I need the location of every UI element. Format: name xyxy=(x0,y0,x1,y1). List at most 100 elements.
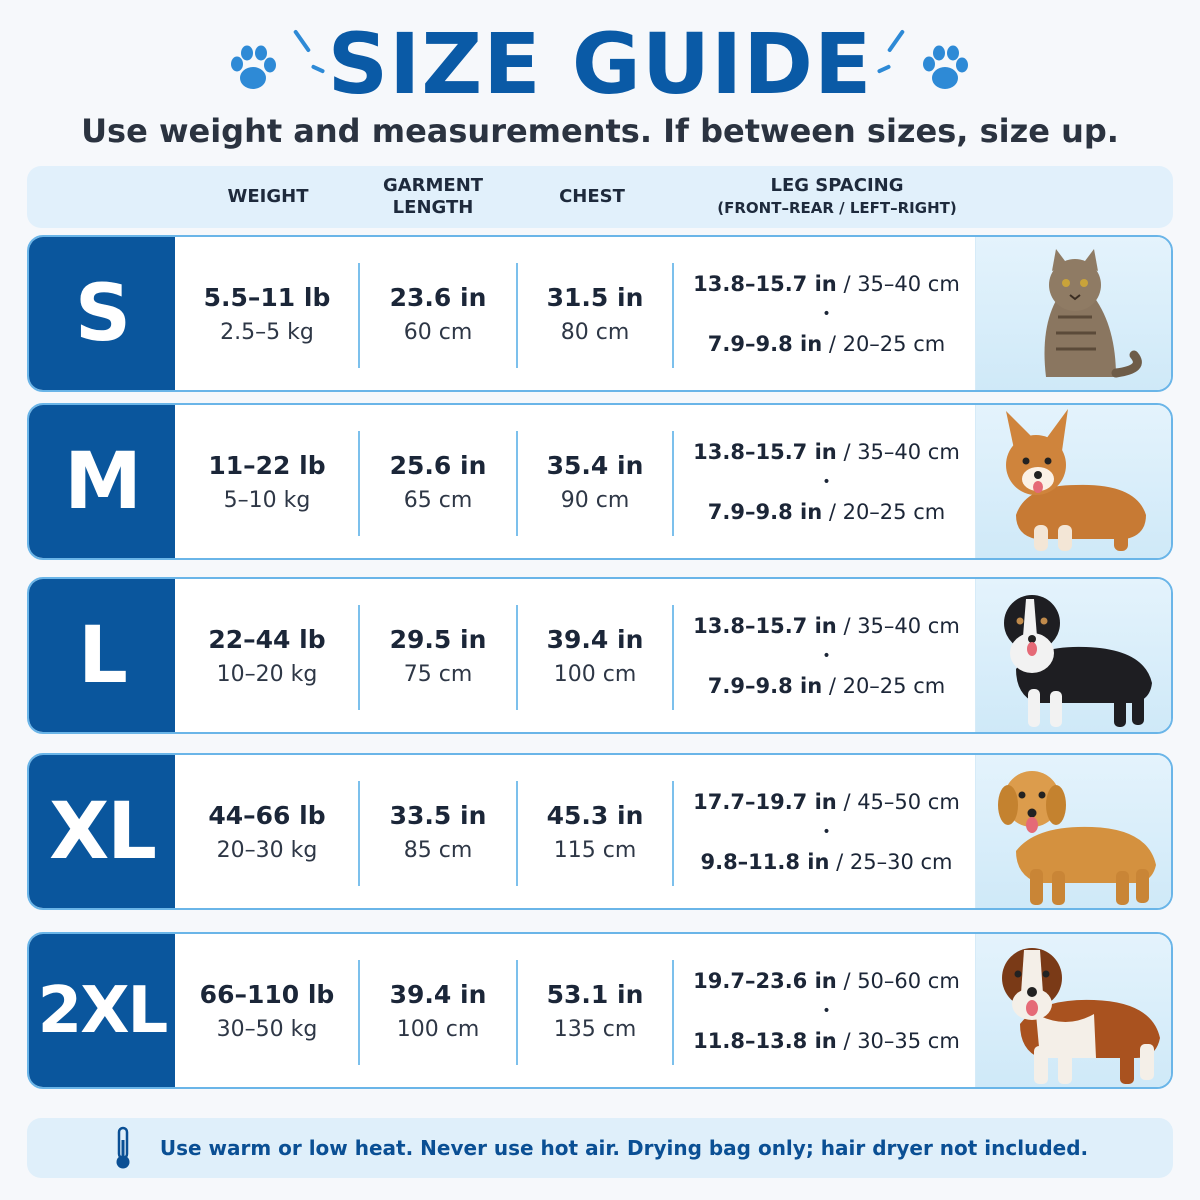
lr-cm: / 20–25 cm xyxy=(822,499,946,524)
fr-in: 13.8–15.7 in xyxy=(693,271,837,296)
chest-cm: 80 cm xyxy=(560,319,630,345)
chest-cell: 39.4 in 100 cm xyxy=(518,579,672,732)
column-divider xyxy=(672,431,674,536)
leg-front-rear: 13.8–15.7 in / 35–40 cm xyxy=(693,437,960,467)
length-cm: 85 cm xyxy=(403,837,473,863)
lr-in: 11.8–13.8 in xyxy=(693,1028,837,1053)
length-in: 25.6 in xyxy=(389,450,487,480)
paw-icon xyxy=(923,45,968,89)
header-chest-label: CHEST xyxy=(559,186,625,207)
size-label: L xyxy=(29,579,175,732)
length-cell: 25.6 in 65 cm xyxy=(360,405,516,558)
weight-lb: 5.5–11 lb xyxy=(203,282,331,312)
leg-spacing-cell: 13.8–15.7 in / 35–40 cm • 7.9–9.8 in / 2… xyxy=(674,579,979,732)
leg-left-right: 7.9–9.8 in / 20–25 cm xyxy=(708,671,945,701)
lr-cm: / 30–35 cm xyxy=(836,1028,960,1053)
weight-lb: 44–66 lb xyxy=(208,800,326,830)
leg-front-rear: 19.7–23.6 in / 50–60 cm xyxy=(693,966,960,996)
leg-left-right: 11.8–13.8 in / 30–35 cm xyxy=(693,1026,960,1056)
column-divider xyxy=(358,781,360,886)
leg-spacing-cell: 13.8–15.7 in / 35–40 cm • 7.9–9.8 in / 2… xyxy=(674,405,979,558)
weight-cell: 44–66 lb 20–30 kg xyxy=(175,755,359,908)
weight-cell: 66–110 lb 30–50 kg xyxy=(175,934,359,1087)
fr-cm: / 35–40 cm xyxy=(836,439,960,464)
leg-bullet: • xyxy=(822,473,831,490)
chest-cm: 100 cm xyxy=(553,661,637,687)
weight-cell: 5.5–11 lb 2.5–5 kg xyxy=(175,237,359,390)
length-in: 23.6 in xyxy=(389,282,487,312)
length-cell: 29.5 in 75 cm xyxy=(360,579,516,732)
header-leg-spacing: LEG SPACING (FRONT–REAR / LEFT–RIGHT) xyxy=(687,166,987,228)
column-divider xyxy=(516,605,518,710)
fr-in: 13.8–15.7 in xyxy=(693,613,837,638)
chest-in: 35.4 in xyxy=(546,450,644,480)
header-garment-line2: LENGTH xyxy=(392,197,474,218)
weight-cell: 11–22 lb 5–10 kg xyxy=(175,405,359,558)
weight-kg: 5–10 kg xyxy=(223,487,311,513)
fr-cm: / 35–40 cm xyxy=(836,613,960,638)
size-label: XL xyxy=(29,755,175,908)
fr-cm: / 45–50 cm xyxy=(836,789,960,814)
column-divider xyxy=(516,960,518,1065)
size-row-m: M 11–22 lb 5–10 kg 25.6 in 65 cm 35.4 in… xyxy=(27,403,1173,560)
chest-in: 53.1 in xyxy=(546,979,644,1009)
header-garment-line1: GARMENT xyxy=(382,175,484,196)
leg-bullet: • xyxy=(822,647,831,664)
leg-left-right: 7.9–9.8 in / 20–25 cm xyxy=(708,497,945,527)
care-note: Use warm or low heat. Never use hot air.… xyxy=(27,1118,1173,1178)
leg-front-rear: 17.7–19.7 in / 45–50 cm xyxy=(693,787,960,817)
chest-cell: 31.5 in 80 cm xyxy=(518,237,672,390)
leg-spacing-cell: 19.7–23.6 in / 50–60 cm • 11.8–13.8 in /… xyxy=(674,934,979,1087)
leg-bullet: • xyxy=(822,1002,831,1019)
saint-bernard-photo xyxy=(975,934,1171,1087)
header-weight-label: WEIGHT xyxy=(227,186,309,207)
leg-front-rear: 13.8–15.7 in / 35–40 cm xyxy=(693,269,960,299)
size-row-xl: XL 44–66 lb 20–30 kg 33.5 in 85 cm 45.3 … xyxy=(27,753,1173,910)
lr-cm: / 25–30 cm xyxy=(829,849,953,874)
fr-in: 13.8–15.7 in xyxy=(693,439,837,464)
leg-spacing-cell: 13.8–15.7 in / 35–40 cm • 7.9–9.8 in / 2… xyxy=(674,237,979,390)
collie-photo xyxy=(975,579,1171,732)
column-divider xyxy=(516,781,518,886)
leg-spacing-cell: 17.7–19.7 in / 45–50 cm • 9.8–11.8 in / … xyxy=(674,755,979,908)
header-chest: CHEST xyxy=(522,166,662,228)
chest-in: 31.5 in xyxy=(546,282,644,312)
weight-kg: 2.5–5 kg xyxy=(220,319,314,345)
lr-in: 7.9–9.8 in xyxy=(707,673,823,698)
length-cm: 60 cm xyxy=(403,319,473,345)
column-divider xyxy=(358,960,360,1065)
weight-kg: 30–50 kg xyxy=(216,1016,318,1042)
length-cm: 100 cm xyxy=(396,1016,480,1042)
lr-cm: / 20–25 cm xyxy=(822,331,946,356)
corgi-photo xyxy=(975,405,1171,558)
cat-photo xyxy=(975,237,1171,390)
size-row-s: S 5.5–11 lb 2.5–5 kg 23.6 in 60 cm 31.5 … xyxy=(27,235,1173,392)
chest-cell: 53.1 in 135 cm xyxy=(518,934,672,1087)
leg-left-right: 9.8–11.8 in / 25–30 cm xyxy=(700,847,952,877)
column-divider xyxy=(358,263,360,368)
chest-in: 39.4 in xyxy=(546,624,644,654)
weight-lb: 11–22 lb xyxy=(208,450,326,480)
length-in: 39.4 in xyxy=(389,979,487,1009)
chest-cell: 35.4 in 90 cm xyxy=(518,405,672,558)
care-note-text: Use warm or low heat. Never use hot air.… xyxy=(159,1136,1089,1160)
subtitle: Use weight and measurements. If between … xyxy=(81,112,1119,150)
lr-in: 7.9–9.8 in xyxy=(707,331,823,356)
length-cm: 65 cm xyxy=(403,487,473,513)
weight-kg: 10–20 kg xyxy=(216,661,318,687)
column-divider xyxy=(672,605,674,710)
header-leg-line2: (FRONT–REAR / LEFT–RIGHT) xyxy=(717,199,957,217)
column-divider xyxy=(516,431,518,536)
column-divider xyxy=(358,431,360,536)
length-in: 29.5 in xyxy=(389,624,487,654)
paw-icon xyxy=(231,45,276,89)
length-cell: 23.6 in 60 cm xyxy=(360,237,516,390)
weight-cell: 22–44 lb 10–20 kg xyxy=(175,579,359,732)
column-divider xyxy=(672,960,674,1065)
chest-cm: 135 cm xyxy=(553,1016,637,1042)
thermometer-icon xyxy=(116,1126,130,1169)
header-leg-line1: LEG SPACING xyxy=(770,175,904,196)
size-row-2xl: 2XL 66–110 lb 30–50 kg 39.4 in 100 cm 53… xyxy=(27,932,1173,1089)
size-row-l: L 22–44 lb 10–20 kg 29.5 in 75 cm 39.4 i… xyxy=(27,577,1173,734)
leg-front-rear: 13.8–15.7 in / 35–40 cm xyxy=(693,611,960,641)
